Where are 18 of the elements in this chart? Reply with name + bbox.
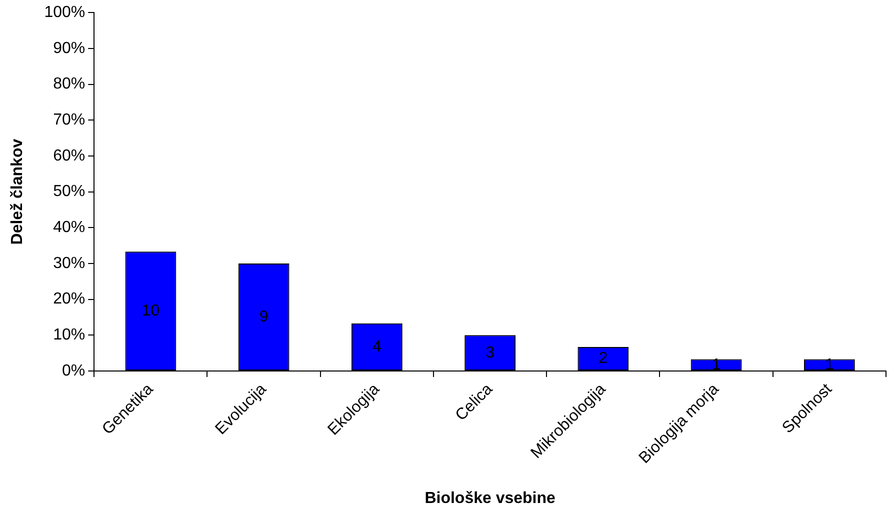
y-tick-label: 80% <box>53 76 86 93</box>
annotation: 3 <box>486 344 495 362</box>
y-axis-title: Delež člankov <box>9 138 26 245</box>
y-tick-label: 50% <box>53 183 86 200</box>
y-tick-label: 90% <box>53 40 86 57</box>
annotation: 9 <box>259 308 268 326</box>
y-tick-label: 100% <box>44 4 86 22</box>
y-tick-label: 0% <box>62 362 86 380</box>
y-tick-label: 20% <box>53 290 86 308</box>
y-tick-label: 60% <box>53 147 86 164</box>
y-tick-label: 30% <box>53 254 86 272</box>
y-tick-label: 70% <box>53 112 86 129</box>
annotation: 2 <box>598 350 608 368</box>
annotation: 10 <box>142 302 160 320</box>
y-tick-label: 40% <box>53 219 86 236</box>
x-axis-title: Biološke vsebine <box>424 490 556 507</box>
y-tick-label: 10% <box>53 326 86 344</box>
annotation: 4 <box>372 338 382 356</box>
